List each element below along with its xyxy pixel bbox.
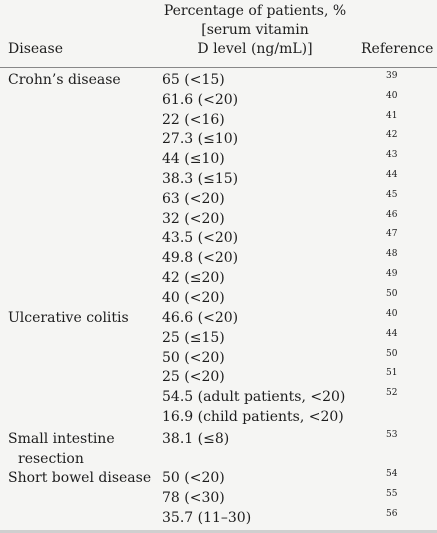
reference-cell: 47 (386, 229, 398, 240)
disease-group-crohns: Crohn’s disease 65 (<15) 39 61.6 (<20) 40 … (0, 71, 437, 309)
value-cell: 38.3 (≤15) (162, 170, 239, 187)
table-row: 22 (<16) 41 (0, 111, 437, 131)
table-row: 65 (<15) 39 (0, 71, 437, 91)
reference-cell: 51 (386, 368, 398, 379)
value-cell: 32 (<20) (162, 210, 225, 227)
value-cell: 22 (<16) (162, 111, 225, 128)
reference-cell: 52 (386, 388, 398, 399)
header-percentage-line3: D level (ng/mL)] (197, 41, 313, 57)
table-row: 50 (<20) 50 (0, 349, 437, 369)
header-disease: Disease (8, 41, 63, 57)
disease-group-small-intestine-resection: Small intestine resection 38.1 (≤8) 53 (0, 430, 437, 467)
header-percentage-line1: Percentage of patients, % (163, 3, 347, 19)
value-cell: 43.5 (<20) (162, 230, 239, 247)
bottom-divider (0, 530, 437, 533)
reference-cell: 44 (386, 169, 398, 180)
value-cell: 61.6 (<20) (162, 91, 239, 108)
disease-label: Small intestine resection (8, 430, 158, 469)
header-percentage-line2: [serum vitamin (201, 22, 309, 38)
table-row: 35.7 (11–30) 56 (0, 509, 437, 529)
header-reference: Reference (361, 41, 434, 57)
value-cell: 46.6 (<20) (162, 310, 239, 326)
value-cell: 25 (<20) (162, 369, 225, 386)
value-cell: 78 (<30) (162, 489, 225, 506)
table-row: 16.9 (child patients, <20) (0, 408, 437, 428)
disease-label: Ulcerative colitis (8, 309, 158, 329)
value-cell: 54.5 (adult patients, <20) (162, 389, 346, 406)
reference-cell: 39 (386, 71, 398, 81)
table-row: 25 (≤15) 44 (0, 329, 437, 349)
disease-label: Crohn’s disease (8, 71, 158, 91)
header-percentage: Percentage of patients, % [serum vitamin… (155, 2, 355, 59)
reference-cell: 40 (386, 309, 398, 319)
value-cell: 44 (≤10) (162, 151, 225, 168)
value-cell: 16.9 (child patients, <20) (162, 408, 344, 425)
reference-cell: 54 (386, 469, 398, 479)
disease-label-line1: Ulcerative colitis (8, 310, 129, 326)
table-row: 38.1 (≤8) 53 (0, 430, 437, 450)
value-cell: 40 (<20) (162, 289, 225, 306)
reference-cell: 43 (386, 150, 398, 161)
value-cell: 63 (<20) (162, 190, 225, 207)
table-row: 50 (<20) 54 (0, 469, 437, 489)
reference-cell: 49 (386, 268, 398, 279)
value-cell: 27.3 (≤10) (162, 131, 239, 148)
table-row: 32 (<20) 46 (0, 210, 437, 230)
value-cell: 38.1 (≤8) (162, 431, 230, 447)
reference-cell: 53 (386, 430, 398, 440)
value-cell: 49.8 (<20) (162, 250, 239, 267)
table-row: 42 (≤20) 49 (0, 269, 437, 289)
reference-cell: 42 (386, 130, 398, 141)
table-row: 40 (<20) 50 (0, 289, 437, 309)
table-row: 49.8 (<20) 48 (0, 249, 437, 269)
value-cell: 42 (≤20) (162, 269, 225, 286)
value-cell: 50 (<20) (162, 470, 225, 486)
table-row: 61.6 (<20) 40 (0, 91, 437, 111)
table-row: 25 (<20) 51 (0, 368, 437, 388)
reference-cell: 50 (386, 288, 398, 299)
reference-cell: 46 (386, 209, 398, 220)
table-row: 27.3 (≤10) 42 (0, 130, 437, 150)
disease-label-line1: Crohn’s disease (8, 72, 121, 88)
reference-cell: 50 (386, 348, 398, 359)
table-row: 44 (≤10) 43 (0, 150, 437, 170)
table-row: 63 (<20) 45 (0, 190, 437, 210)
disease-label: Short bowel disease (8, 469, 158, 489)
reference-cell: 41 (386, 110, 398, 121)
header-divider (0, 67, 437, 68)
reference-cell: 55 (386, 488, 398, 499)
disease-label-line2: resection (18, 450, 84, 467)
value-cell: 35.7 (11–30) (162, 509, 252, 526)
table-row: 78 (<30) 55 (0, 489, 437, 509)
table-row: 43.5 (<20) 47 (0, 229, 437, 249)
table-row: 46.6 (<20) 40 (0, 309, 437, 329)
disease-group-short-bowel-disease: Short bowel disease 50 (<20) 54 78 (<30) 5… (0, 469, 437, 528)
reference-cell: 48 (386, 249, 398, 260)
reference-cell: 56 (386, 508, 398, 519)
value-cell: 65 (<15) (162, 72, 225, 88)
disease-label-line1: Short bowel disease (8, 470, 152, 486)
table-row: 54.5 (adult patients, <20) 52 (0, 388, 437, 408)
disease-group-ulcerative-colitis: Ulcerative colitis 46.6 (<20) 40 25 (≤15)… (0, 309, 437, 428)
value-cell: 50 (<20) (162, 349, 225, 366)
value-cell: 25 (≤15) (162, 329, 225, 346)
table-row: 38.3 (≤15) 44 (0, 170, 437, 190)
reference-cell: 44 (386, 328, 398, 339)
disease-label-line1: Small intestine (8, 431, 115, 447)
reference-cell: 45 (386, 189, 398, 200)
reference-cell: 40 (386, 90, 398, 101)
